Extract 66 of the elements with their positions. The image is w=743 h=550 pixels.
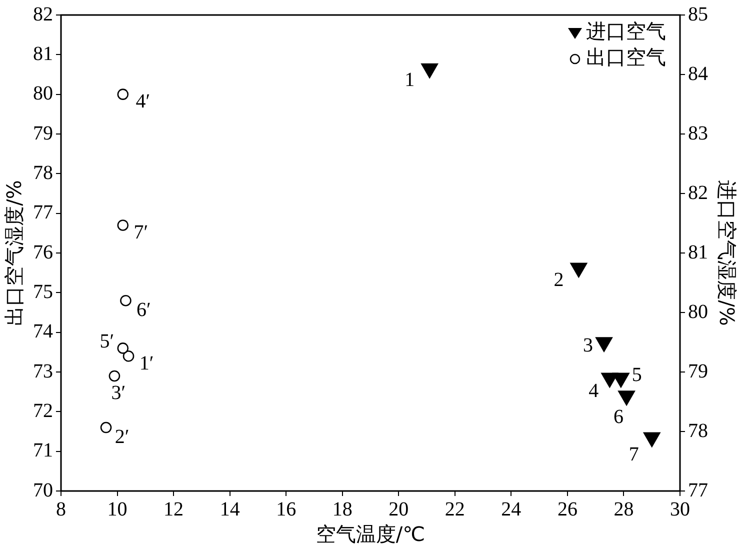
point	[596, 337, 612, 352]
y-tick-label: 72	[33, 400, 53, 422]
x-tick-label: 14	[220, 498, 240, 520]
x-tick-label: 30	[670, 498, 690, 520]
point	[570, 262, 588, 278]
annotation: 3′	[111, 382, 126, 404]
y2-tick-label: 81	[688, 241, 708, 264]
y2-tick-label: 78	[688, 420, 708, 442]
y2-tick-label: 84	[688, 62, 708, 85]
y2-tick-label: 80	[688, 300, 708, 323]
legend-label: 出口空气	[586, 45, 666, 70]
x-tick-label: 8	[56, 498, 66, 520]
y-tick-label: 73	[33, 360, 53, 382]
x-tick-label: 28	[614, 498, 634, 520]
annotation: 5′	[100, 330, 114, 352]
point	[612, 372, 630, 388]
y-tick-label: 79	[33, 122, 53, 144]
x-tick-label: 16	[276, 498, 296, 520]
y-tick-label: 71	[33, 440, 53, 462]
y-tick-label: 75	[33, 280, 53, 303]
annotation: 1′	[139, 352, 154, 374]
x-tick-label: 26	[557, 498, 578, 520]
annotation: 6	[614, 406, 624, 428]
point	[117, 88, 129, 100]
y2-tick-label: 77	[688, 479, 708, 502]
y-tick-label: 74	[33, 320, 53, 343]
x-tick-label: 12	[164, 498, 184, 520]
annotation: 1	[404, 68, 415, 91]
y-tick-label: 82	[33, 3, 53, 26]
y-tick-label: 78	[33, 162, 53, 184]
y-tick-label: 76	[33, 241, 53, 264]
annotation: 2′	[114, 426, 130, 448]
legend-label: 进口空气	[586, 19, 666, 44]
x-tick-label: 10	[107, 498, 128, 520]
y2-tick-label: 79	[688, 360, 708, 382]
point	[120, 294, 132, 306]
point	[122, 350, 134, 362]
x-tick-label: 20	[388, 498, 409, 520]
annotation: 5	[632, 364, 642, 386]
point	[100, 422, 112, 434]
y-axis-title: 出口空气湿度/%	[2, 180, 26, 326]
y2-tick-label: 82	[688, 182, 708, 204]
annotation: 2	[554, 269, 564, 292]
y-tick-label: 80	[33, 82, 53, 105]
y2-tick-label: 83	[688, 122, 708, 144]
y-tick-label: 70	[33, 479, 53, 502]
y2-tick-label: 85	[688, 3, 708, 26]
annotation: 7′	[134, 221, 148, 244]
annotation: 4	[588, 380, 599, 402]
x-tick-label: 18	[332, 498, 352, 520]
point	[108, 370, 120, 382]
y2-axis-title: 进口空气湿度/%	[714, 180, 739, 326]
x-tick-label: 24	[501, 498, 522, 520]
y-tick-label: 77	[33, 202, 53, 224]
point	[421, 63, 438, 78]
point	[117, 220, 129, 231]
y-tick-label: 81	[33, 42, 53, 65]
annotation: 4′	[136, 90, 150, 113]
annotation: 6′	[136, 298, 151, 321]
point	[643, 432, 660, 448]
point	[117, 342, 129, 354]
point	[618, 390, 635, 406]
x-tick-label: 22	[444, 498, 465, 520]
annotation: 3	[583, 334, 594, 356]
annotation: 7	[628, 444, 639, 466]
x-axis-title: 空气温度/℃	[316, 522, 426, 546]
